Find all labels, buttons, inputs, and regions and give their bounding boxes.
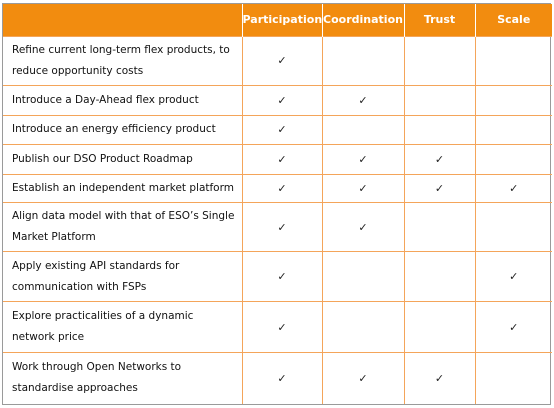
check-icon	[403, 301, 475, 353]
row-label: Introduce a Day-Ahead flex product	[3, 84, 242, 116]
table-row: Publish our DSO Product Roadmap ✓ ✓ ✓	[3, 143, 552, 175]
row-label: Introduce an energy efficiency product	[3, 114, 242, 145]
check-icon: ✓	[321, 143, 404, 175]
table-row: Apply existing API standards for communi…	[3, 250, 552, 302]
product-matrix-table: Participation Coordination Trust Scale R…	[3, 4, 552, 404]
check-icon: ✓	[321, 351, 404, 404]
table-row: Introduce a Day-Ahead flex product ✓ ✓	[3, 84, 552, 116]
check-icon: ✓	[241, 202, 322, 252]
check-icon: ✓	[474, 250, 552, 302]
check-icon	[474, 114, 552, 145]
check-icon	[321, 301, 404, 353]
check-icon: ✓	[403, 173, 475, 203]
check-icon	[474, 351, 552, 404]
header-row: Participation Coordination Trust Scale	[3, 4, 552, 36]
check-icon	[403, 35, 475, 86]
check-icon	[403, 202, 475, 252]
check-icon: ✓	[241, 301, 322, 353]
table-row: Introduce an energy efficiency product ✓	[3, 114, 552, 145]
table-row: Work through Open Networks to standardis…	[3, 351, 552, 404]
row-label: Align data model with that of ESO’s Sing…	[3, 202, 242, 252]
check-icon: ✓	[474, 301, 552, 353]
check-icon: ✓	[474, 173, 552, 203]
row-label: Apply existing API standards for communi…	[3, 250, 242, 302]
row-label: Establish an independent market platform	[3, 173, 242, 203]
check-icon: ✓	[241, 173, 322, 203]
check-icon	[403, 250, 475, 302]
check-icon	[474, 143, 552, 175]
check-icon: ✓	[403, 143, 475, 175]
check-icon	[474, 202, 552, 252]
check-icon	[474, 35, 552, 86]
row-label: Work through Open Networks to standardis…	[3, 351, 242, 404]
header-coordination: Coordination	[321, 4, 404, 36]
table-row: Align data model with that of ESO’s Sing…	[3, 202, 552, 252]
check-icon	[403, 114, 475, 145]
row-label: Refine current long-term flex products, …	[3, 35, 242, 86]
check-icon	[474, 84, 552, 116]
table-frame: Participation Coordination Trust Scale R…	[2, 3, 552, 405]
check-icon: ✓	[241, 250, 322, 302]
check-icon: ✓	[321, 202, 404, 252]
check-icon	[321, 114, 404, 145]
check-icon: ✓	[403, 351, 475, 404]
table-row: Establish an independent market platform…	[3, 173, 552, 203]
header-scale: Scale	[474, 4, 552, 36]
check-icon	[321, 35, 404, 86]
check-icon: ✓	[241, 143, 322, 175]
row-label: Explore practicalities of a dynamic netw…	[3, 301, 242, 353]
check-icon: ✓	[241, 351, 322, 404]
check-icon: ✓	[241, 35, 322, 86]
header-participation: Participation	[241, 4, 322, 36]
check-icon: ✓	[241, 114, 322, 145]
table-row: Explore practicalities of a dynamic netw…	[3, 301, 552, 353]
check-icon: ✓	[241, 84, 322, 116]
table-row: Refine current long-term flex products, …	[3, 35, 552, 86]
check-icon	[321, 250, 404, 302]
row-label: Publish our DSO Product Roadmap	[3, 143, 242, 175]
header-blank	[3, 4, 242, 36]
check-icon: ✓	[321, 84, 404, 116]
header-trust: Trust	[403, 4, 475, 36]
check-icon	[403, 84, 475, 116]
check-icon: ✓	[321, 173, 404, 203]
